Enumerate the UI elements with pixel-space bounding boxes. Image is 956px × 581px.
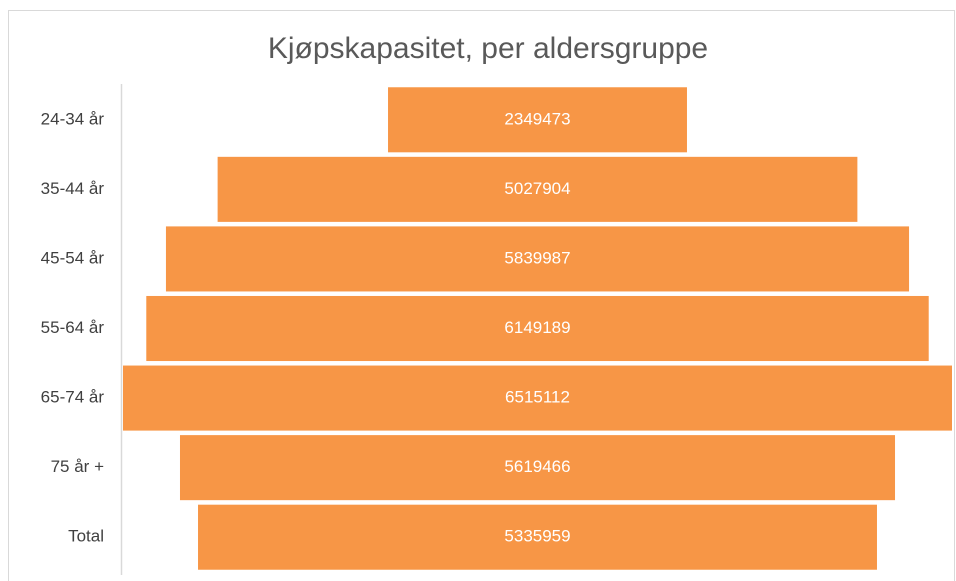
bar xyxy=(179,435,896,501)
category-label: 55-64 år xyxy=(41,318,105,337)
value-label: 5335959 xyxy=(504,527,570,546)
chart-border xyxy=(8,10,955,581)
category-label: Total xyxy=(68,527,104,546)
value-label: 6149189 xyxy=(504,318,570,337)
value-label: 5027904 xyxy=(504,179,570,198)
bar xyxy=(165,226,910,292)
category-label: 24-34 år xyxy=(41,109,105,128)
chart-title: Kjøpskapasitet, per aldersgruppe xyxy=(268,32,708,65)
value-label: 6515112 xyxy=(505,388,570,407)
value-label: 2349473 xyxy=(504,109,570,128)
bar xyxy=(123,365,952,431)
category-label: 35-44 år xyxy=(41,179,105,198)
category-label: 75 år + xyxy=(51,457,104,476)
bar xyxy=(388,87,687,153)
bar xyxy=(146,295,929,362)
value-label: 5619466 xyxy=(504,457,570,476)
category-label: 45-54 år xyxy=(41,248,105,267)
value-label: 5839987 xyxy=(504,248,570,267)
bar xyxy=(198,504,877,570)
category-label: 65-74 år xyxy=(41,388,105,407)
bar xyxy=(217,156,858,222)
